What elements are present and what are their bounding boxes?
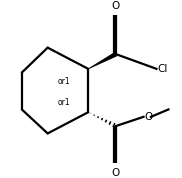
Text: O: O bbox=[145, 112, 153, 122]
Text: O: O bbox=[112, 1, 120, 11]
Text: or1: or1 bbox=[58, 98, 71, 108]
Text: Cl: Cl bbox=[157, 64, 168, 74]
Text: or1: or1 bbox=[58, 77, 71, 86]
Polygon shape bbox=[88, 52, 117, 69]
Text: O: O bbox=[112, 167, 120, 177]
